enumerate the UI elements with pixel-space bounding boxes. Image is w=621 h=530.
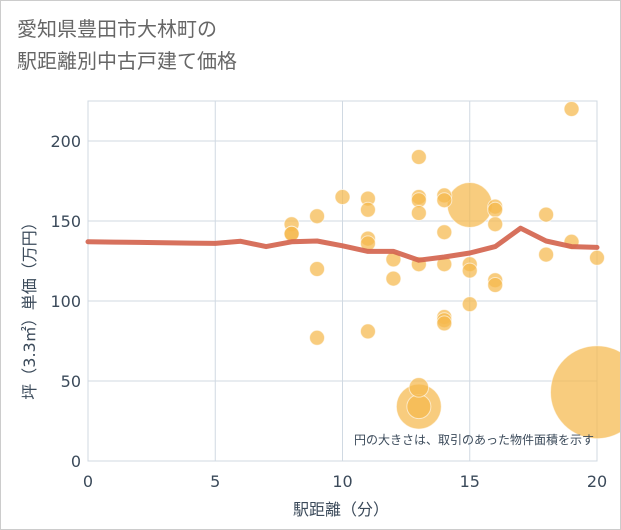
average-line-group [85, 225, 600, 263]
scatter-point-18 [385, 270, 402, 287]
scatter-points [283, 101, 620, 440]
size-note: 円の大きさは、取引のあった物件面積を示す [354, 432, 594, 447]
scatter-point-38 [487, 277, 504, 293]
scatter-point-43 [589, 249, 605, 266]
y-tick-labels: 0 50 100 150 200 [50, 132, 81, 471]
scatter-point-39 [538, 206, 555, 223]
x-tick-label-3: 15 [460, 472, 480, 491]
x-tick-label-2: 10 [332, 472, 352, 491]
y-tick-label-2: 100 [50, 292, 81, 311]
scatter-point-36 [487, 216, 504, 233]
scatter-point-8 [309, 208, 326, 225]
scatter-point-16 [359, 323, 376, 340]
x-tick-label-1: 5 [210, 472, 220, 491]
scatter-point-0 [550, 345, 620, 440]
scatter-point-30 [436, 315, 453, 332]
scatter-point-9 [309, 261, 326, 277]
chart-title-line-1: 愛知県豊田市大林町の [17, 17, 217, 41]
scatter-point-11 [334, 189, 351, 205]
scatter-point-4 [408, 377, 430, 398]
y-tick-label-3: 150 [50, 212, 81, 231]
scatter-point-2 [446, 182, 493, 228]
x-tick-label-0: 0 [83, 472, 93, 491]
x-tick-labels: 0 5 10 15 20 [83, 472, 607, 491]
scatter-point-3 [406, 394, 432, 420]
scatter-point-10 [309, 329, 326, 346]
y-tick-label-4: 200 [50, 132, 81, 151]
scatter-point-32 [461, 262, 478, 279]
scatter-point-33 [461, 296, 478, 313]
scatter-point-26 [436, 224, 453, 241]
chart-title: 愛知県豊田市大林町の 駅距離別中古戸建て価格 [17, 13, 237, 77]
x-tick-label-4: 20 [587, 472, 607, 491]
chart-title-line-2: 駅距離別中古戸建て価格 [17, 49, 237, 73]
x-axis-label: 駅距離（分） [293, 500, 389, 519]
average-price-line [85, 225, 600, 263]
scatter-point-22 [410, 205, 427, 221]
scatter-point-41 [563, 101, 580, 117]
grid-lines [87, 100, 598, 462]
scatter-point-35 [487, 201, 504, 218]
scatter-point-13 [359, 201, 376, 218]
scatter-point-19 [410, 149, 427, 165]
scatter-point-7 [283, 225, 300, 242]
y-tick-label-1: 50 [61, 372, 81, 391]
scatter-point-25 [436, 192, 453, 209]
y-axis-label: 坪（3.3㎡）単価（万円） [20, 214, 39, 399]
scatter-point-40 [538, 246, 555, 263]
y-tick-label-0: 0 [71, 452, 81, 471]
